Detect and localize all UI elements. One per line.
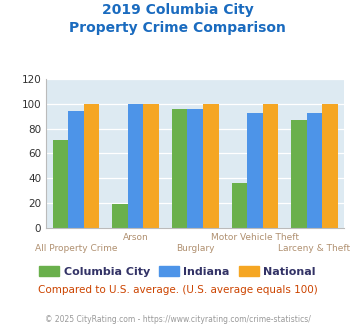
- Bar: [187, 109, 203, 228]
- Text: Larceny & Theft: Larceny & Theft: [278, 244, 351, 252]
- Bar: [112, 204, 128, 228]
- Text: © 2025 CityRating.com - https://www.cityrating.com/crime-statistics/: © 2025 CityRating.com - https://www.city…: [45, 315, 310, 324]
- Text: Arson: Arson: [123, 233, 148, 242]
- Bar: [172, 109, 187, 228]
- Text: Motor Vehicle Theft: Motor Vehicle Theft: [211, 233, 299, 242]
- Text: Burglary: Burglary: [176, 244, 214, 252]
- Text: 2019 Columbia City
Property Crime Comparison: 2019 Columbia City Property Crime Compar…: [69, 3, 286, 35]
- Bar: [128, 104, 143, 228]
- Bar: [307, 113, 322, 228]
- Bar: [263, 104, 278, 228]
- Bar: [247, 113, 263, 228]
- Bar: [143, 104, 159, 228]
- Text: All Property Crime: All Property Crime: [35, 244, 117, 252]
- Bar: [53, 140, 68, 228]
- Bar: [291, 120, 307, 228]
- Bar: [231, 183, 247, 228]
- Text: Compared to U.S. average. (U.S. average equals 100): Compared to U.S. average. (U.S. average …: [38, 285, 317, 295]
- Bar: [203, 104, 219, 228]
- Legend: Columbia City, Indiana, National: Columbia City, Indiana, National: [35, 261, 320, 281]
- Bar: [84, 104, 99, 228]
- Bar: [322, 104, 338, 228]
- Bar: [68, 112, 84, 228]
